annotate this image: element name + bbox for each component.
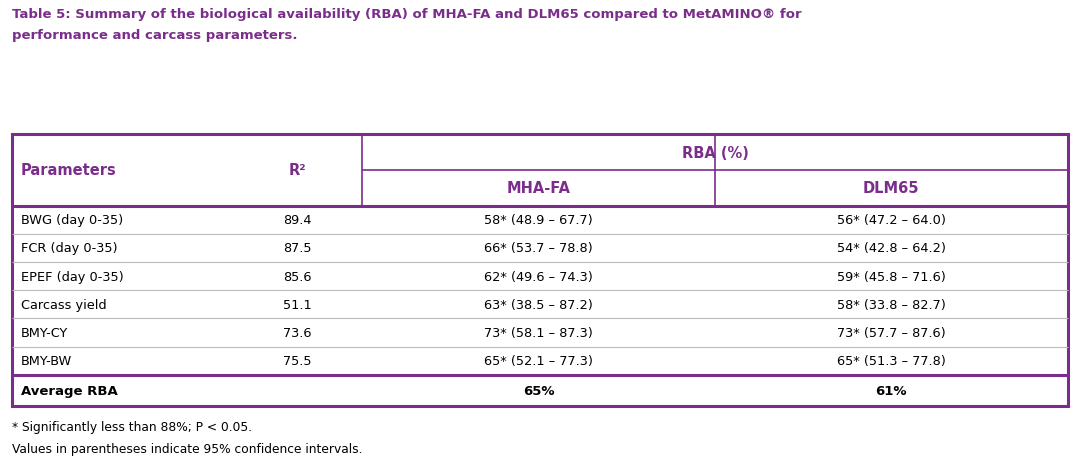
Text: 58* (48.9 – 67.7): 58* (48.9 – 67.7) [484, 214, 593, 227]
Text: 61%: 61% [876, 384, 907, 397]
Text: 75.5: 75.5 [283, 355, 312, 368]
Text: 62* (49.6 – 74.3): 62* (49.6 – 74.3) [484, 270, 593, 283]
Text: 54* (42.8 – 64.2): 54* (42.8 – 64.2) [837, 242, 946, 255]
Text: BWG (day 0-35): BWG (day 0-35) [21, 214, 123, 227]
Text: Parameters: Parameters [21, 163, 117, 178]
Text: 73* (58.1 – 87.3): 73* (58.1 – 87.3) [484, 326, 593, 339]
Text: Values in parentheses indicate 95% confidence intervals.: Values in parentheses indicate 95% confi… [12, 442, 363, 455]
Text: DLM65: DLM65 [863, 181, 919, 196]
Text: 73* (57.7 – 87.6): 73* (57.7 – 87.6) [837, 326, 946, 339]
Text: FCR (day 0-35): FCR (day 0-35) [21, 242, 118, 255]
Text: EPEF (day 0-35): EPEF (day 0-35) [21, 270, 123, 283]
Text: 65* (52.1 – 77.3): 65* (52.1 – 77.3) [484, 355, 593, 368]
Text: 63* (38.5 – 87.2): 63* (38.5 – 87.2) [484, 298, 593, 311]
Text: 66* (53.7 – 78.8): 66* (53.7 – 78.8) [484, 242, 593, 255]
Text: 89.4: 89.4 [283, 214, 312, 227]
Text: 58* (33.8 – 82.7): 58* (33.8 – 82.7) [837, 298, 946, 311]
Text: R²: R² [288, 163, 307, 178]
Text: * Significantly less than 88%; P < 0.05.: * Significantly less than 88%; P < 0.05. [12, 420, 253, 433]
Text: 73.6: 73.6 [283, 326, 312, 339]
Text: 51.1: 51.1 [283, 298, 312, 311]
Text: BMY-CY: BMY-CY [21, 326, 68, 339]
Text: MHA-FA: MHA-FA [507, 181, 570, 196]
Text: Carcass yield: Carcass yield [21, 298, 107, 311]
Text: 87.5: 87.5 [283, 242, 312, 255]
Text: Table 5: Summary of the biological availability (RBA) of MHA-FA and DLM65 compar: Table 5: Summary of the biological avail… [12, 8, 801, 21]
Text: 59* (45.8 – 71.6): 59* (45.8 – 71.6) [837, 270, 946, 283]
Text: 65%: 65% [523, 384, 554, 397]
Text: 85.6: 85.6 [283, 270, 312, 283]
Text: 65* (51.3 – 77.8): 65* (51.3 – 77.8) [837, 355, 946, 368]
Text: BMY-BW: BMY-BW [21, 355, 72, 368]
Text: performance and carcass parameters.: performance and carcass parameters. [12, 29, 298, 42]
Text: Average RBA: Average RBA [21, 384, 118, 397]
Text: RBA (%): RBA (%) [681, 145, 748, 160]
Text: 56* (47.2 – 64.0): 56* (47.2 – 64.0) [837, 214, 946, 227]
